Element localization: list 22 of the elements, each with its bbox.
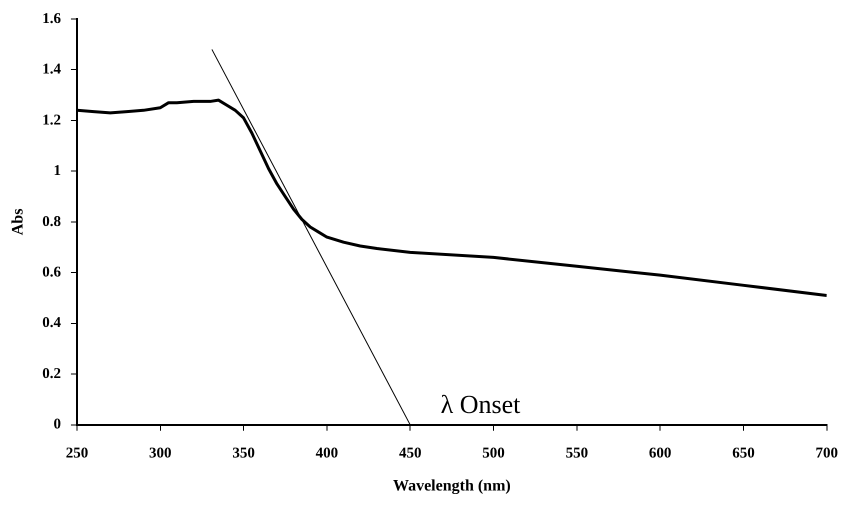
y-tick-label: 1 <box>53 163 61 180</box>
y-tick-label: 1.4 <box>42 62 62 78</box>
y-tick-label: 1.6 <box>42 10 62 27</box>
y-tick-label: 0.8 <box>42 214 61 230</box>
x-tick-label: 500 <box>482 446 505 462</box>
x-tick-label: 250 <box>66 446 88 462</box>
x-tick-label: 350 <box>232 446 255 462</box>
y-tick-label: 0.6 <box>42 264 62 280</box>
x-tick-label: 300 <box>149 446 172 462</box>
x-tick-label: 600 <box>648 446 672 462</box>
y-tick-label: 0.4 <box>42 315 62 332</box>
x-tick-label: 400 <box>316 446 338 462</box>
x-tick-label: 450 <box>398 446 422 462</box>
x-tick-label: 550 <box>566 446 588 462</box>
y-tick-label: 0 <box>53 416 61 433</box>
x-axis-title: Wavelength (nm) <box>392 478 511 495</box>
x-tick-label: 700 <box>816 446 838 462</box>
annotation: λ Onset <box>440 390 522 419</box>
x-tick-label: 650 <box>732 446 755 462</box>
y-axis-title: Abs <box>10 208 27 236</box>
y-tick-label: 0.2 <box>42 366 61 382</box>
y-tick-label: 1.2 <box>42 112 61 128</box>
